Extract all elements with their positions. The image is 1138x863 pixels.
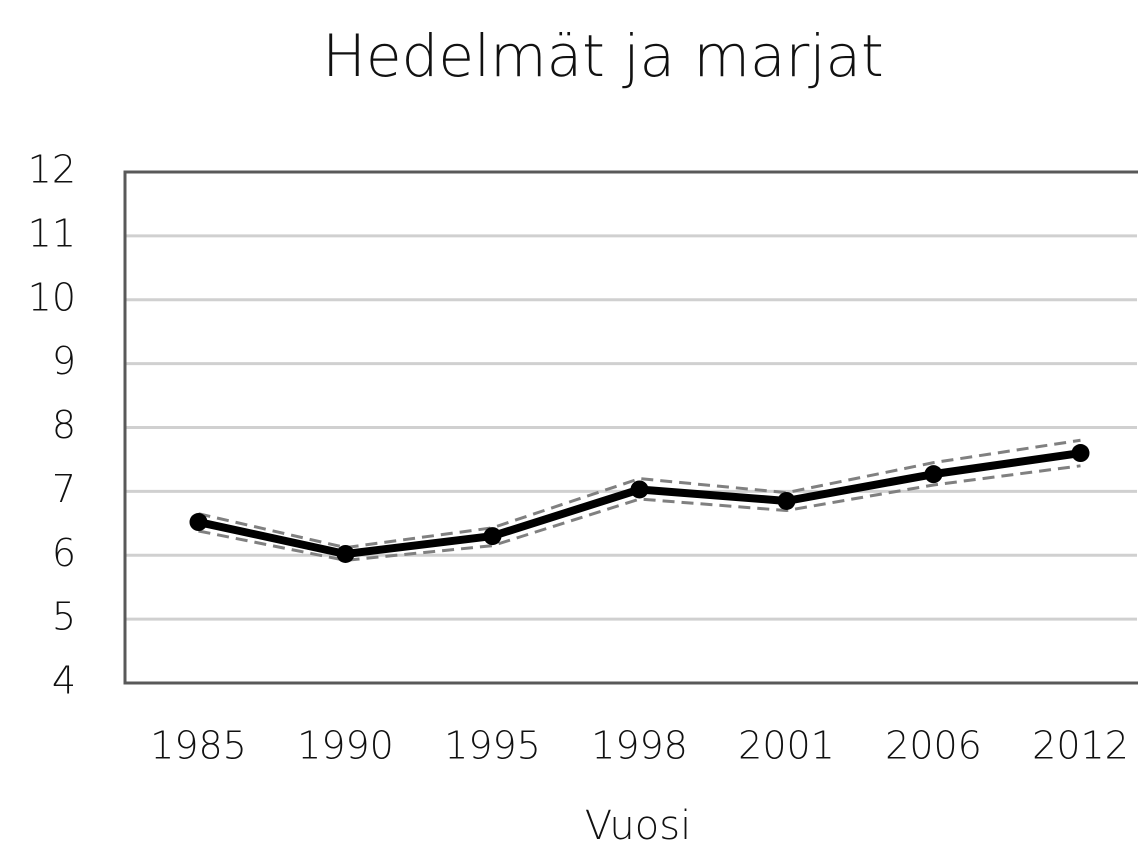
x-tick-label: 2001 (738, 724, 835, 768)
y-tick-label: 6 (52, 531, 76, 575)
marker (336, 544, 355, 563)
y-tick-label: 11 (28, 211, 76, 255)
marker (189, 513, 208, 532)
x-tick-label: 1985 (150, 724, 247, 768)
y-tick-label: 7 (52, 467, 76, 511)
band-line (198, 438, 1081, 550)
x-tick-label: 1990 (297, 724, 394, 768)
x-tick-label: 1995 (444, 724, 541, 768)
x-axis-label: Vuosi (585, 803, 691, 849)
marker (777, 491, 796, 510)
x-tick-label: 1998 (591, 724, 688, 768)
marker (483, 527, 502, 546)
chart-title: Hedelmät ja marjat (322, 22, 884, 90)
y-tick-label: 12 (28, 148, 76, 192)
y-tick-label: 9 (52, 339, 76, 383)
marker (1071, 444, 1090, 463)
y-tick-label: 4 (52, 659, 76, 703)
y-tick-label: 10 (28, 275, 76, 319)
line (197, 449, 1082, 558)
x-tick-label: 2012 (1032, 724, 1129, 768)
x-tick-label: 2006 (885, 724, 982, 768)
y-tick-label: 5 (52, 595, 76, 639)
band-line (198, 464, 1081, 562)
marker (924, 465, 943, 484)
plot-border (123, 170, 1138, 685)
marker (630, 480, 649, 499)
y-tick-label: 8 (52, 403, 76, 447)
